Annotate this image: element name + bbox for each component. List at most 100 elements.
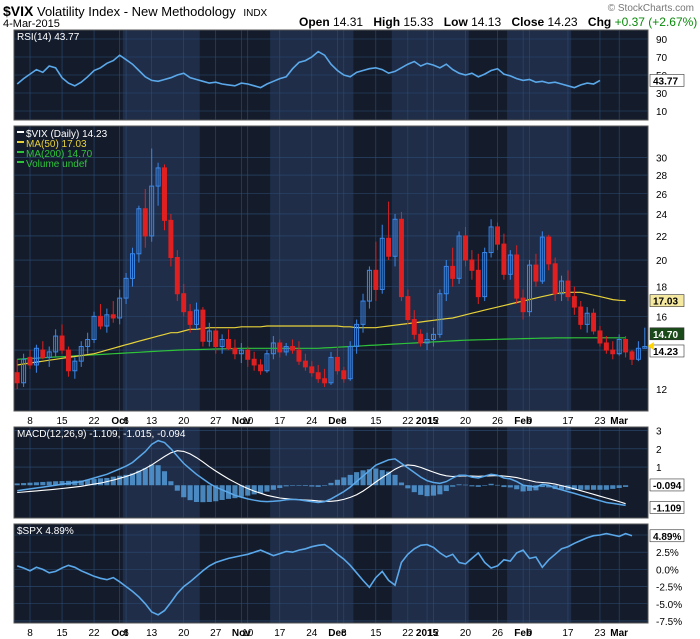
candle-body	[46, 351, 52, 358]
candle-body	[495, 226, 500, 245]
candle-body	[27, 356, 33, 366]
candle-body	[565, 280, 571, 298]
macd-histogram-bar	[59, 481, 65, 486]
macd-histogram-bar	[603, 485, 609, 490]
rsi-tick-label: 70	[656, 53, 668, 64]
macd-histogram-bar	[475, 485, 481, 487]
candle-body	[264, 353, 270, 372]
candle-body	[226, 338, 232, 349]
candle-body	[520, 297, 526, 313]
candle-body	[456, 235, 462, 279]
candle-body	[296, 349, 302, 362]
macd-histogram-bar	[270, 485, 276, 490]
macd-histogram-bar	[200, 485, 206, 503]
macd-histogram-bar	[264, 485, 270, 492]
macd-histogram-bar	[245, 485, 251, 496]
candle-body	[392, 218, 398, 257]
candle-body	[117, 297, 123, 319]
high-label: High	[373, 15, 401, 29]
macd-histogram-bar	[40, 481, 46, 486]
x-tick-label: Dec	[328, 416, 347, 427]
candle-body	[373, 269, 379, 290]
high-value: 15.33	[403, 15, 434, 29]
macd-histogram-bar	[309, 485, 315, 487]
x-tick-label: Feb	[514, 628, 532, 639]
exchange: INDX	[243, 8, 268, 19]
macd-histogram-bar	[238, 485, 244, 497]
candle-body	[168, 219, 174, 259]
candle-body	[277, 342, 283, 353]
candle-body	[270, 342, 276, 355]
macd-histogram-bar	[257, 485, 264, 494]
x-tick-label: 24	[306, 628, 318, 639]
ma50-last-value-label-bg	[649, 294, 685, 307]
candle-body	[405, 296, 411, 321]
candle-body	[488, 226, 494, 254]
rsi-last-value-label: 43.77	[653, 76, 678, 87]
macd-histogram-bar	[168, 481, 174, 486]
x-tick-label: 13	[146, 416, 158, 427]
chg-label: Chg	[587, 15, 612, 29]
macd-histogram-bar	[149, 464, 155, 486]
macd-histogram-bar	[482, 485, 488, 486]
stockcharts-logo: © StockCharts.com	[607, 3, 694, 14]
macd-histogram-bar	[539, 485, 545, 488]
candle-body	[354, 323, 360, 348]
candle-body	[129, 253, 135, 279]
macd-histogram-bar	[360, 470, 366, 486]
candle-body	[539, 236, 545, 282]
macd-histogram-bar	[97, 478, 104, 486]
x-tick-label: 13	[146, 628, 158, 639]
spx-tick-label: -2.5%	[656, 583, 682, 594]
x-tick-label: 26	[492, 416, 504, 427]
candle-body	[290, 346, 296, 351]
macd-histogram-bar	[123, 474, 129, 486]
vix-tick-label: 26	[656, 190, 668, 201]
rsi-last-value-label-bg	[649, 74, 685, 87]
close-value: 14.23	[547, 15, 578, 29]
macd-histogram-bar	[546, 485, 552, 488]
macd-histogram-bar	[411, 485, 417, 493]
candle-body	[123, 277, 129, 299]
x-tick-label: 8	[341, 416, 347, 427]
macd-histogram-bar	[405, 485, 411, 489]
x-tick-label: 8	[27, 628, 33, 639]
macd-histogram-last-value-label-bg	[649, 478, 685, 492]
candle-body	[462, 235, 468, 261]
macd-histogram-bar	[277, 485, 283, 488]
x-tick-label: 20	[460, 628, 472, 639]
macd-last-value-label-bg	[649, 501, 685, 514]
x-tick-label: 2015	[416, 628, 439, 639]
candle-body	[379, 237, 385, 290]
chart-title: $VIX Volatility Index - New Methodology …	[3, 3, 267, 19]
macd-histogram-bar	[386, 471, 392, 486]
open-label: Open	[299, 15, 330, 29]
macd-histogram-bar	[33, 482, 39, 486]
macd-histogram-bar	[424, 485, 430, 497]
spx-tick-label: 2.5%	[656, 548, 679, 559]
candle-body	[514, 254, 520, 299]
x-tick-label: 22	[88, 416, 100, 427]
macd-histogram-bar	[456, 484, 462, 486]
candle-body	[475, 269, 481, 298]
macd-band-0	[122, 427, 200, 518]
candle-body	[571, 296, 577, 308]
macd-histogram-bar	[53, 481, 59, 486]
macd-histogram-bar	[488, 483, 494, 486]
x-tick-label: 22	[402, 416, 414, 427]
spx-band-0	[122, 524, 200, 623]
vix-legend-0: $VIX (Daily) 14.23	[26, 129, 108, 140]
candle-body	[14, 372, 20, 384]
macd-histogram-bar	[213, 485, 219, 502]
candle-body	[450, 265, 456, 279]
x-tick-label: Feb	[514, 416, 532, 427]
ma200-last-value-label: 14.70	[653, 330, 678, 341]
candle-body	[610, 349, 616, 355]
macd-histogram-bar	[373, 468, 379, 486]
close-last-value-label: 14.23	[653, 347, 678, 358]
open-value: 14.31	[333, 15, 364, 29]
macd-histogram-bar	[334, 479, 340, 486]
macd-histogram-bar	[552, 485, 558, 490]
x-tick-label: 26	[492, 628, 504, 639]
candle-body	[245, 349, 251, 360]
